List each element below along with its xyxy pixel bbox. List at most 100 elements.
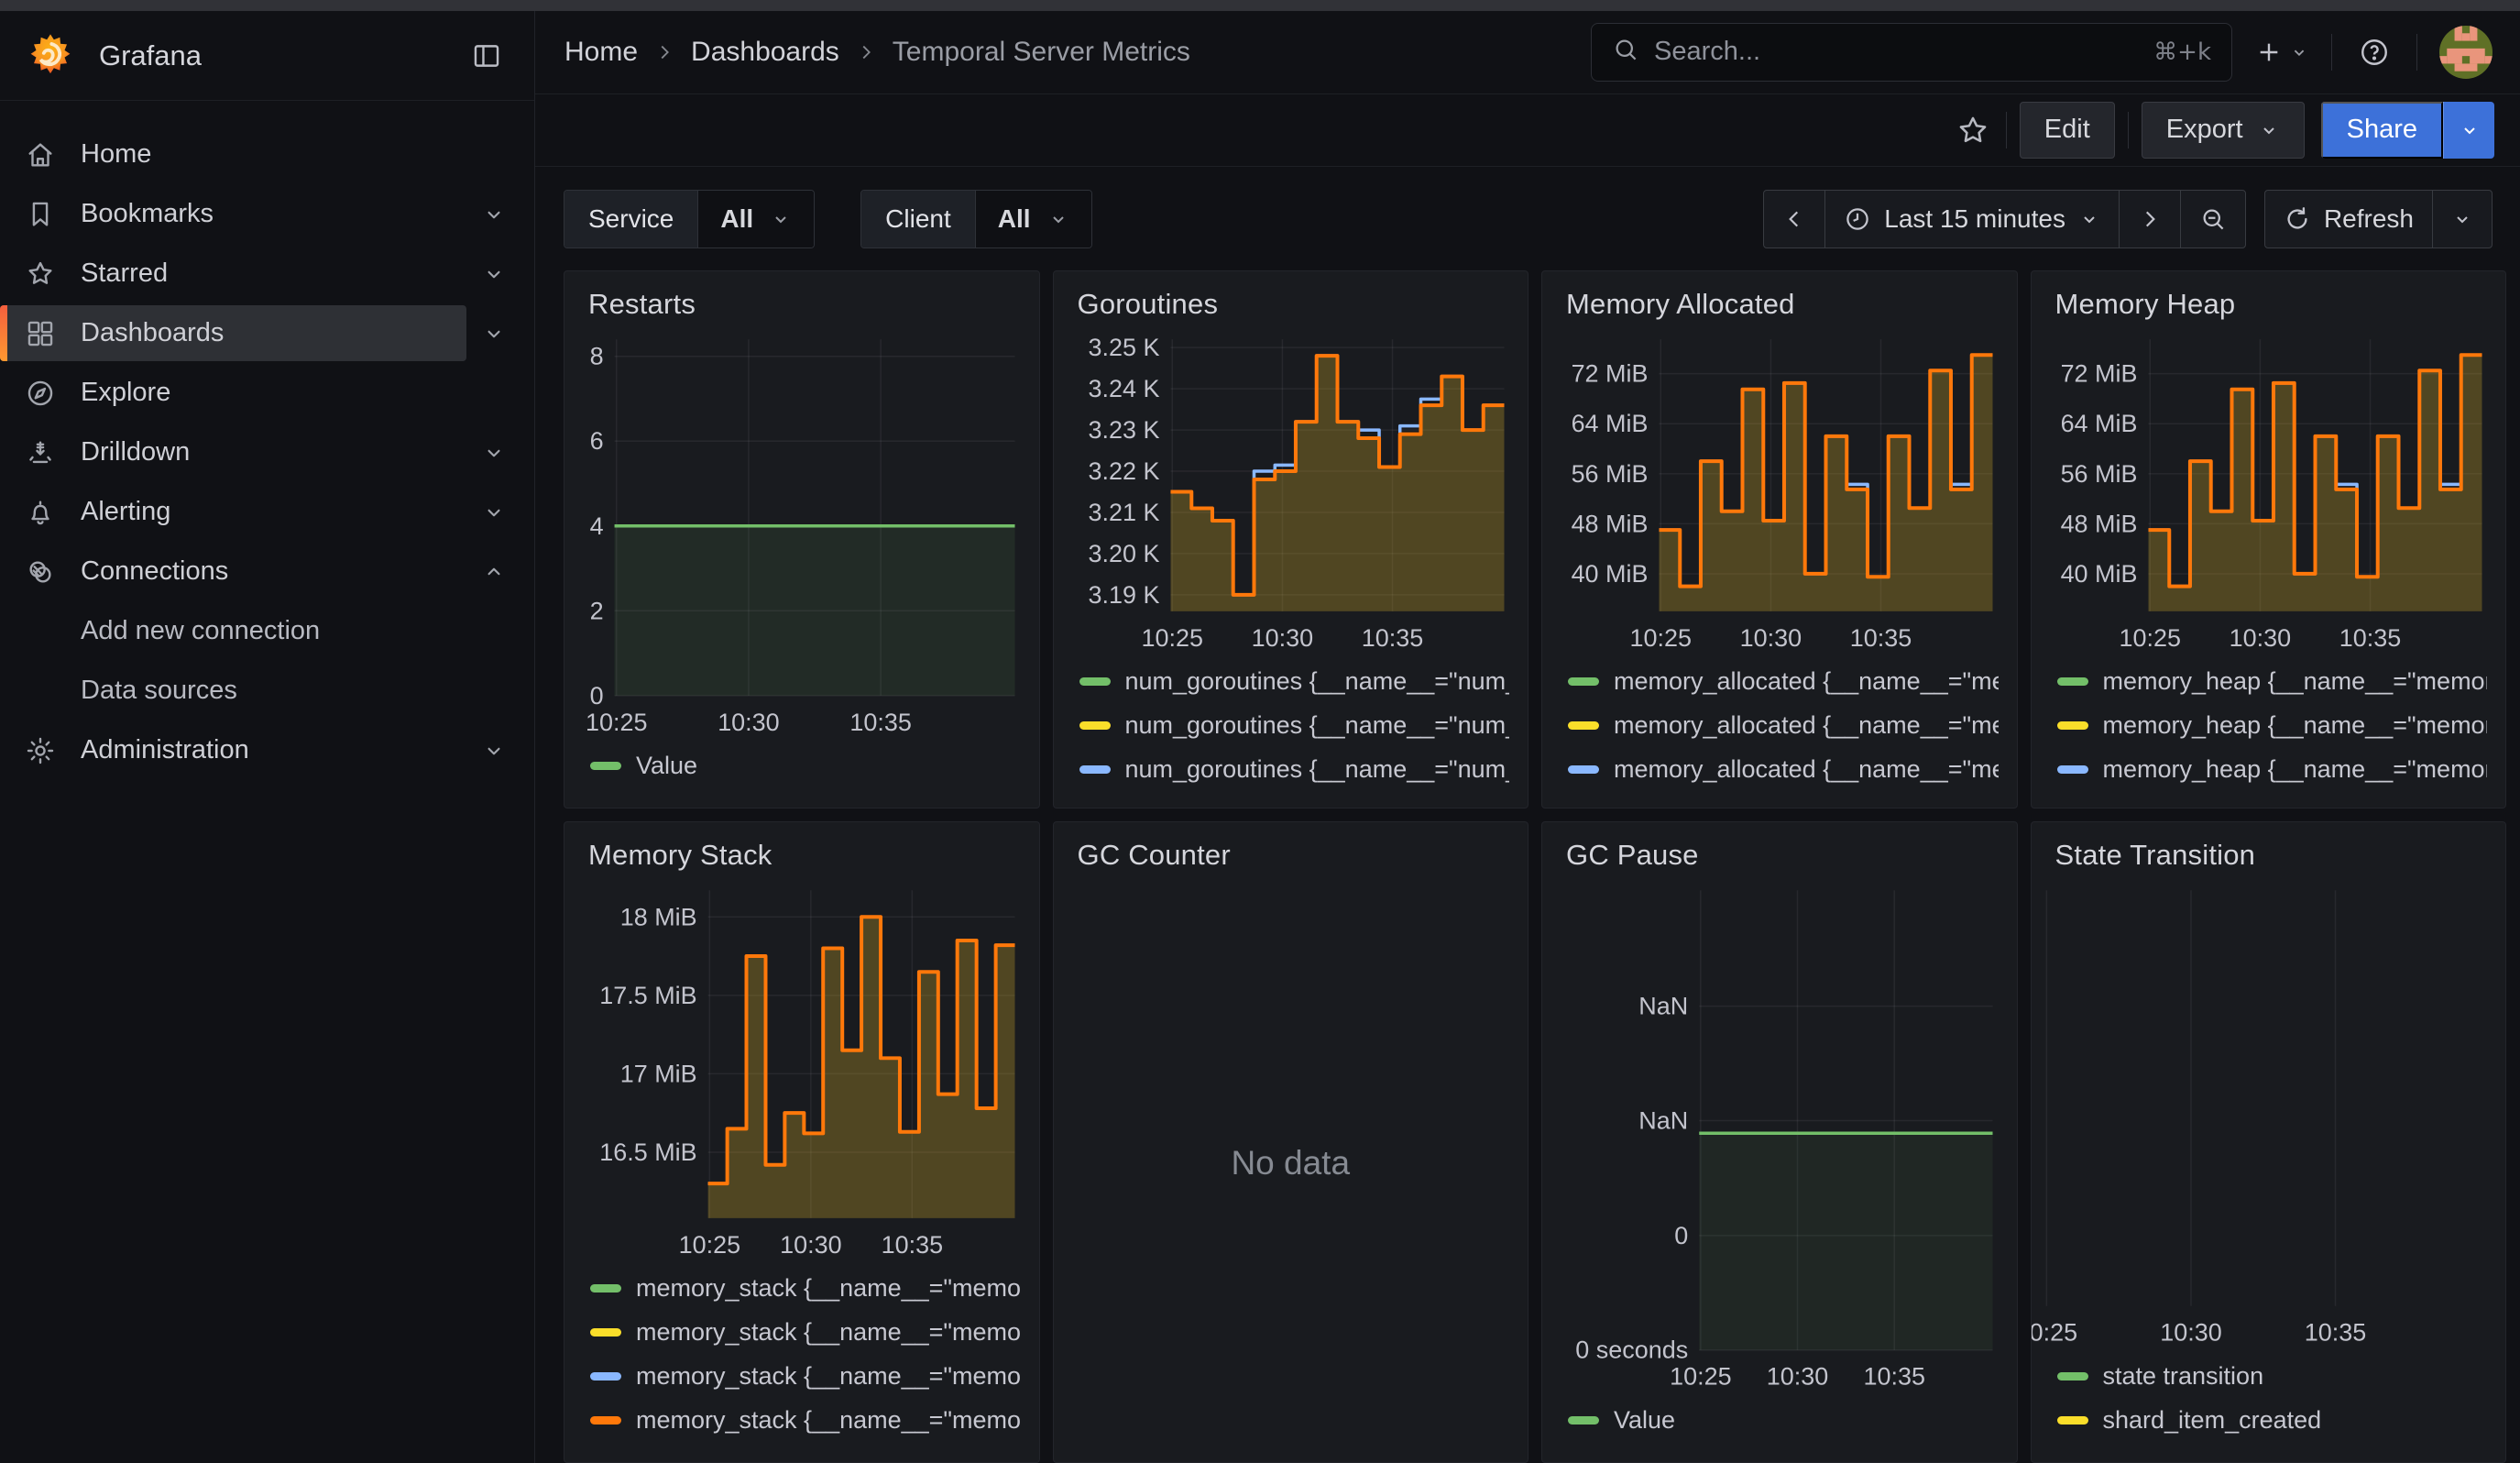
legend-swatch [1079,677,1111,686]
chart-plot-area[interactable]: 3.19 K3.20 K3.21 K3.22 K3.23 K3.24 K3.25… [1072,326,1510,655]
panel-title[interactable]: GC Counter [1078,839,1510,872]
legend-label[interactable]: memory_stack {__name__="memory_s [636,1274,1021,1303]
chevron-up-icon[interactable] [477,556,510,588]
legend-label[interactable]: memory_heap {__name__="memory_h [2103,711,2488,740]
chevron-down-icon [2258,119,2280,141]
legend-label[interactable]: memory_heap {__name__="memory_h [2103,755,2488,784]
y-axis-tick-label: 0 [590,682,604,710]
refresh-interval-button[interactable] [2432,191,2492,248]
x-axis-tick-label: 10:25 [2031,1319,2077,1347]
variable-value-dropdown[interactable]: All [975,191,1091,248]
window-top-strip [0,0,2520,11]
avatar[interactable] [2439,26,2493,79]
chart-plot-area[interactable]: 0 seconds0NaNNaN10:2510:3010:35 [1561,877,1999,1394]
add-button[interactable] [2254,32,2309,72]
sidebar-subitem-data-sources[interactable]: Data sources [0,661,534,720]
time-forward-button[interactable] [2119,191,2180,248]
legend-label[interactable]: memory_allocated {__name__="memo [1614,755,1999,784]
legend-label[interactable]: Value [1614,1406,1675,1435]
help-button[interactable] [2354,32,2394,72]
legend-label[interactable]: memory_stack {__name__="memory_s [636,1406,1021,1435]
x-axis-tick-label: 10:35 [1361,624,1423,652]
chevron-down-icon[interactable] [477,734,510,767]
refresh-button[interactable]: Refresh [2265,191,2432,248]
legend-label[interactable]: Value [636,752,697,780]
sidebar-item-explore[interactable]: Explore [0,363,534,423]
time-range-picker[interactable]: Last 15 minutes [1824,191,2119,248]
legend: num_goroutines {__name__="num_go num_gor… [1072,655,1510,795]
legend-label[interactable]: memory_allocated {__name__="memo [1614,667,1999,696]
panel-title[interactable]: Memory Allocated [1566,288,1999,321]
star-button[interactable] [1953,110,1993,150]
star-icon [0,258,81,290]
time-back-button[interactable] [1764,191,1824,248]
variable-service: Service All [564,190,815,248]
clock-icon [1844,205,1871,233]
legend: Value [1561,1394,1999,1449]
legend-item: num_goroutines {__name__="num_go [1079,709,1510,743]
legend-label[interactable]: state transition [2103,1362,2264,1391]
chart-plot-area[interactable]: 40 MiB48 MiB56 MiB64 MiB72 MiB10:2510:30… [2050,326,2488,655]
share-dropdown-button[interactable] [2443,102,2494,159]
legend-label[interactable]: memory_stack {__name__="memory_s [636,1318,1021,1347]
legend-swatch [590,1284,621,1292]
chevron-down-icon[interactable] [477,258,510,291]
sidebar-item-connections[interactable]: Connections [0,542,534,601]
zoom-out-button[interactable] [2180,191,2245,248]
chevron-down-icon [2078,208,2100,230]
sidebar-subitem-add-new-connection[interactable]: Add new connection [0,601,534,661]
panel-title[interactable]: Restarts [588,288,1021,321]
grafana-logo-icon [26,31,75,81]
legend-label[interactable]: shard_item_created [2103,1406,2322,1435]
y-axis-tick-label: 3.22 K [1088,457,1159,485]
sidebar-item-home[interactable]: Home [0,125,534,184]
chart-plot-area[interactable]: 40 MiB48 MiB56 MiB64 MiB72 MiB10:2510:30… [1561,326,1999,655]
sidebar-subitem-label: Data sources [81,676,237,706]
chart-plot-area[interactable]: 16.5 MiB17 MiB17.5 MiB18 MiB10:2510:3010… [583,877,1021,1262]
chart-plot-area[interactable]: 0246810:2510:3010:35 [583,326,1021,740]
chevron-down-icon[interactable] [477,496,510,529]
y-axis-tick-label: NaN [1638,1106,1688,1134]
legend-swatch [2057,765,2088,774]
chevron-down-icon [2451,208,2473,230]
y-axis-tick-label: 17 MiB [620,1060,697,1087]
breadcrumb-dashboards[interactable]: Dashboards [691,37,839,68]
export-button[interactable]: Export [2142,102,2305,159]
search-input[interactable]: Search... ⌘+k [1591,23,2232,82]
breadcrumb: Home Dashboards Temporal Server Metrics [564,37,1190,68]
sidebar-item-starred[interactable]: Starred [0,244,534,303]
chevron-down-icon[interactable] [477,198,510,231]
panel-title[interactable]: Goroutines [1078,288,1510,321]
sidebar-item-alerting[interactable]: Alerting [0,482,534,542]
legend-item: memory_allocated {__name__="memo [1568,709,1999,743]
breadcrumb-home[interactable]: Home [564,37,638,68]
legend-label[interactable]: num_goroutines {__name__="num_go [1125,667,1510,696]
legend-label[interactable]: memory_allocated {__name__="memo [1614,711,1999,740]
dashboard-toolbar: Edit Export Share [535,94,2520,168]
panel-title[interactable]: Memory Stack [588,839,1021,872]
chart-plot-area[interactable]: 10:2510:3010:35 [2037,877,2488,1350]
sidebar-toggle-icon[interactable] [466,36,507,76]
variable-value-dropdown[interactable]: All [697,191,814,248]
sidebar-item-bookmarks[interactable]: Bookmarks [0,184,534,244]
legend-label[interactable]: memory_stack {__name__="memory_s [636,1362,1021,1391]
y-axis-tick-label: 3.21 K [1088,499,1159,526]
edit-button[interactable]: Edit [2020,102,2115,159]
sidebar-item-drilldown[interactable]: Drilldown [0,423,534,482]
panel-title[interactable]: State Transition [2055,839,2488,872]
sidebar-item-label: Administration [81,735,249,765]
panel-title[interactable]: GC Pause [1566,839,1999,872]
chevron-down-icon[interactable] [477,317,510,350]
legend-label[interactable]: num_goroutines {__name__="num_go [1125,711,1510,740]
chevron-down-icon[interactable] [477,436,510,469]
panel-title[interactable]: Memory Heap [2055,288,2488,321]
y-axis-tick-label: 48 MiB [1572,510,1649,537]
sidebar-item-dashboards[interactable]: Dashboards [0,303,534,363]
chevron-down-icon [1047,208,1069,230]
legend-label[interactable]: num_goroutines {__name__="num_go [1125,755,1510,784]
legend-label[interactable]: memory_heap {__name__="memory_h [2103,667,2488,696]
y-axis-tick-label: NaN [1638,993,1688,1020]
chevron-right-icon [2138,207,2162,231]
sidebar-item-administration[interactable]: Administration [0,720,534,780]
share-button[interactable]: Share [2321,102,2443,159]
